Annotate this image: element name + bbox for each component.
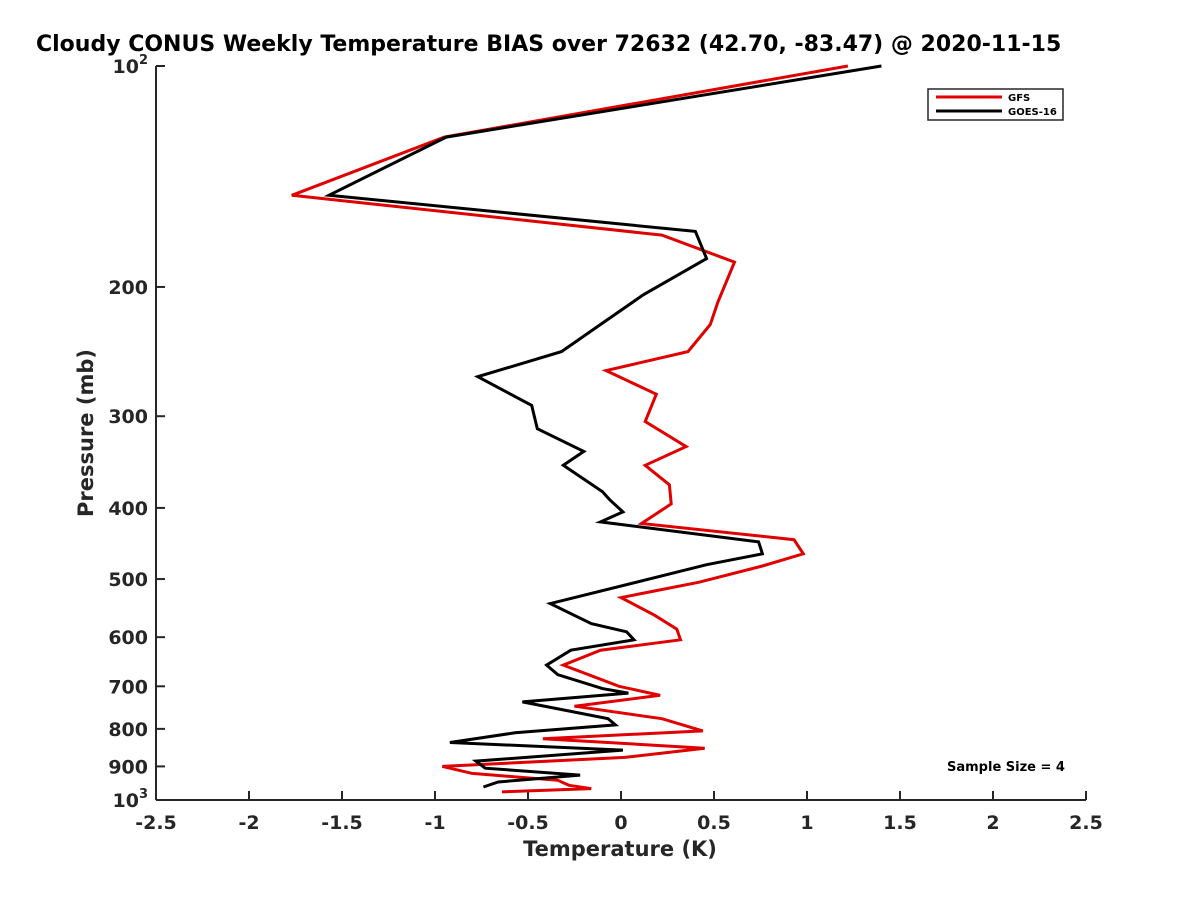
y-tick-label-base: 10 bbox=[113, 56, 139, 78]
sample-size-annotation: Sample Size = 4 bbox=[947, 760, 1065, 775]
x-tick-label: -1 bbox=[424, 812, 445, 834]
y-tick-label: 400 bbox=[108, 498, 148, 520]
y-tick-label: 103 bbox=[113, 787, 149, 812]
y-tick-label: 200 bbox=[108, 277, 148, 299]
legend: GFS GOES-16 bbox=[927, 88, 1064, 121]
series-layer bbox=[291, 64, 882, 794]
legend-label-gfs: GFS bbox=[1008, 93, 1030, 104]
x-tick-label: 1 bbox=[800, 812, 813, 834]
x-tick-label: 1.5 bbox=[883, 812, 917, 834]
y-tick-label-base: 900 bbox=[108, 756, 148, 778]
x-tick-label: -0.5 bbox=[507, 812, 549, 834]
x-tick-label: 2 bbox=[986, 812, 999, 834]
y-tick-label-exponent: 2 bbox=[139, 53, 148, 68]
x-tick-label: 0 bbox=[614, 812, 627, 834]
y-tick-label-base: 600 bbox=[108, 627, 148, 649]
x-axis-label: Temperature (K) bbox=[523, 837, 717, 861]
legend-label-goes-16: GOES-16 bbox=[1008, 107, 1057, 118]
x-tick-label: 2.5 bbox=[1069, 812, 1103, 834]
legend-box bbox=[927, 88, 1064, 121]
y-tick-label-base: 400 bbox=[108, 498, 148, 520]
y-tick-label-base: 300 bbox=[108, 406, 148, 428]
y-tick-label-base: 500 bbox=[108, 569, 148, 591]
y-tick-label: 700 bbox=[108, 676, 148, 698]
x-tick-label: -2 bbox=[238, 812, 259, 834]
x-tick-label: 0.5 bbox=[697, 812, 731, 834]
chart-title: Cloudy CONUS Weekly Temperature BIAS ove… bbox=[36, 32, 1062, 57]
y-tick-label-base: 700 bbox=[108, 676, 148, 698]
y-axis-label: Pressure (mb) bbox=[74, 349, 98, 517]
axes-group: -2.5 -2 -1.5 -1 -0.5 0 0.5 1 1.5 2 2.5102200300400… bbox=[108, 53, 1103, 834]
x-tick-label: -1.5 bbox=[321, 812, 363, 834]
x-tick-label: -2.5 bbox=[135, 812, 177, 834]
y-tick-label-base: 800 bbox=[108, 719, 148, 741]
y-tick-label-base: 10 bbox=[113, 790, 139, 812]
y-tick-label-base: 200 bbox=[108, 277, 148, 299]
y-tick-label: 500 bbox=[108, 569, 148, 591]
y-tick-label: 300 bbox=[108, 406, 148, 428]
series-line-gfs bbox=[291, 64, 849, 794]
y-tick-label: 600 bbox=[108, 627, 148, 649]
y-tick-label: 800 bbox=[108, 719, 148, 741]
y-tick-label-exponent: 3 bbox=[139, 787, 148, 802]
y-tick-label: 900 bbox=[108, 756, 148, 778]
y-tick-label: 102 bbox=[113, 53, 149, 78]
series-line-goes-16 bbox=[323, 64, 882, 789]
